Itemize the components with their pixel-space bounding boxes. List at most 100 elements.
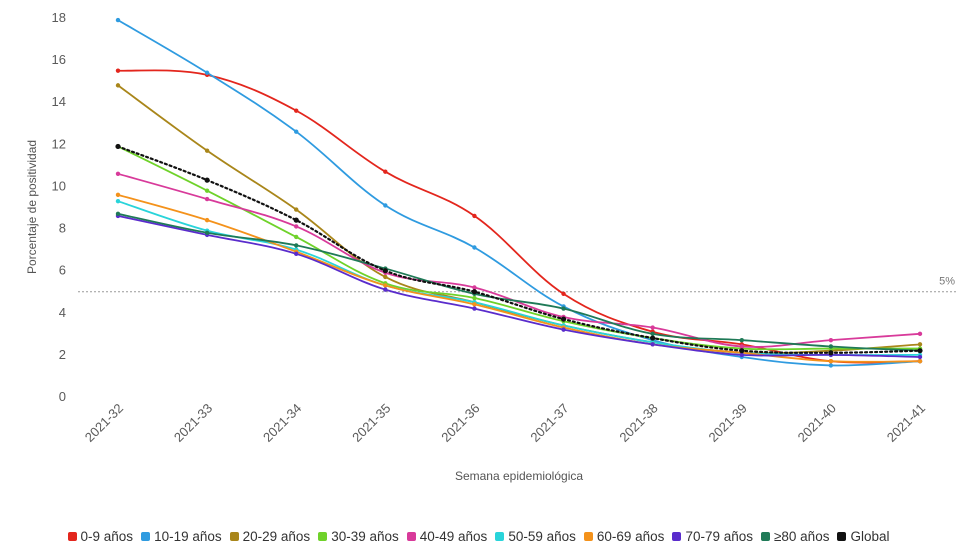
data-point-40-49-a-os[interactable] [739,344,744,349]
legend-item[interactable]: Global [837,529,889,544]
data-point-80-a-os[interactable] [828,344,834,349]
data-point-30-39-a-os[interactable] [294,234,299,240]
data-point-40-49-a-os[interactable] [204,196,210,202]
data-point-global[interactable] [739,348,745,354]
data-point-80-a-os[interactable] [115,211,121,217]
data-point-60-69-a-os[interactable] [472,302,477,307]
legend-swatch [229,531,239,541]
legend-item[interactable]: 40-49 años [406,528,488,544]
reference-line-label: 5% [939,276,955,288]
data-point-40-49-a-os[interactable] [650,325,655,330]
data-point-20-29-a-os[interactable] [383,274,388,280]
legend-label: 20-29 años [242,528,311,544]
data-point-60-69-a-os[interactable] [204,217,210,223]
x-axis-title: Semana epidemiológica [455,469,583,483]
legend: 0-9 años 10-19 años 20-29 años 30-39 años 40… [0,526,957,546]
data-point-70-79-a-os[interactable] [561,327,566,332]
data-point-global[interactable] [650,335,656,341]
y-axis-title: Porcentaje de positividad [25,140,39,274]
data-point-20-29-a-os[interactable] [294,207,299,212]
series-line-60-69-a-os [117,193,921,363]
series-line-70-79-a-os [117,215,921,358]
data-point-80-a-os[interactable] [650,331,655,337]
data-point-80-a-os[interactable] [294,243,299,248]
data-point-10-19-a-os[interactable] [828,363,834,368]
data-point-60-69-a-os[interactable] [115,192,121,198]
data-point-80-a-os[interactable] [204,230,210,235]
legend-item[interactable]: 0-9 años [67,528,134,544]
data-point-global[interactable] [471,289,478,295]
data-point-global[interactable] [828,350,834,356]
legend-label: 60-69 años [596,528,665,544]
data-point-10-19-a-os[interactable] [294,129,299,134]
series-line-10-19-a-os [117,19,921,367]
y-tick-label: 14 [52,94,66,109]
legend-item[interactable]: 60-69 años [583,528,665,544]
data-point-10-19-a-os[interactable] [472,245,477,250]
legend-item[interactable]: 70-79 años [672,529,753,544]
data-point-40-49-a-os[interactable] [917,331,923,337]
x-tick-label: 2021-36 [438,401,482,445]
data-point-20-29-a-os[interactable] [115,83,121,88]
legend-label: 0-9 años [80,528,134,544]
legend-label: 30-39 años [331,528,399,544]
data-point-30-39-a-os[interactable] [204,188,210,193]
data-point-80-a-os[interactable] [561,306,566,311]
legend-item[interactable]: 20-29 años [229,528,311,544]
data-point-0-9-a-os[interactable] [294,108,299,113]
x-tick-label: 2021-41 [884,401,928,445]
data-point-80-a-os[interactable] [739,337,744,343]
legend-label: ≥80 años [774,528,830,544]
data-point-70-79-a-os[interactable] [472,306,477,311]
data-point-0-9-a-os[interactable] [383,169,388,174]
x-tick-label: 2021-33 [171,401,215,445]
x-axis: 2021-32 2021-33 2021-34 2021-35 2021-36 2021-… [82,401,928,445]
data-point-10-19-a-os[interactable] [204,70,210,75]
data-point-40-49-a-os[interactable] [115,171,121,177]
data-point-70-79-a-os[interactable] [917,354,923,360]
data-point-70-79-a-os[interactable] [294,251,299,257]
data-point-40-49-a-os[interactable] [828,337,834,343]
legend-item[interactable]: 10-19 años [141,529,222,544]
data-point-60-69-a-os[interactable] [383,283,388,288]
data-point-global[interactable] [115,143,121,150]
data-point-global[interactable] [293,217,299,223]
x-tick-label: 2021-34 [260,401,304,445]
y-tick-label: 10 [52,178,66,193]
legend-item[interactable]: 50-59 años [495,529,576,544]
data-point-10-19-a-os[interactable] [383,203,388,208]
data-point-20-29-a-os[interactable] [917,342,923,347]
data-point-global[interactable] [560,316,567,322]
y-tick-label: 0 [59,389,66,404]
data-point-70-79-a-os[interactable] [650,342,655,347]
data-point-global[interactable] [204,177,210,183]
data-point-0-9-a-os[interactable] [115,68,121,73]
series-line-global [116,145,922,354]
legend-label: 10-19 años [154,528,222,544]
data-point-20-29-a-os[interactable] [204,148,210,153]
data-point-60-69-a-os[interactable] [828,359,834,364]
legend-item[interactable]: 30-39 años [318,529,399,544]
data-point-40-49-a-os[interactable] [294,224,299,229]
x-tick-label: 2021-35 [349,401,393,445]
data-point-global[interactable] [382,268,388,274]
data-point-50-59-a-os[interactable] [115,198,121,204]
legend-item[interactable]: ≥80 años [761,529,829,544]
data-point-30-39-a-os[interactable] [472,295,477,301]
data-point-40-49-a-os[interactable] [472,285,477,290]
data-point-0-9-a-os[interactable] [472,213,477,219]
legend-swatch [406,531,416,541]
series-points [115,17,923,368]
data-point-60-69-a-os[interactable] [917,359,923,364]
data-point-global[interactable] [917,348,923,354]
reference-line: 5% [78,276,957,293]
data-point-70-79-a-os[interactable] [739,352,744,358]
legend-label: 70-79 años [685,528,753,544]
data-point-70-79-a-os[interactable] [383,287,388,292]
legend-swatch [141,531,151,541]
y-tick-label: 2 [59,347,66,362]
legend-label: 40-49 años [419,528,488,544]
data-point-10-19-a-os[interactable] [115,17,121,23]
data-point-0-9-a-os[interactable] [561,291,566,297]
